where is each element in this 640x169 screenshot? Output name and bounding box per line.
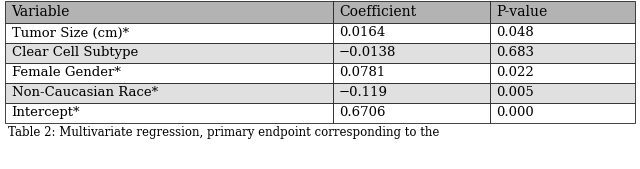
Bar [5, 63, 333, 83]
Bar [5, 23, 333, 43]
Bar [333, 63, 490, 83]
Text: −0.119: −0.119 [339, 87, 388, 100]
Text: 0.005: 0.005 [497, 87, 534, 100]
Text: 0.000: 0.000 [497, 106, 534, 119]
Bar [333, 1, 490, 23]
Text: 0.022: 0.022 [497, 66, 534, 79]
Bar [490, 23, 635, 43]
Text: 0.048: 0.048 [497, 27, 534, 40]
Bar [490, 83, 635, 103]
Text: 0.0781: 0.0781 [339, 66, 385, 79]
Text: −0.0138: −0.0138 [339, 46, 396, 59]
Text: P-value: P-value [497, 5, 548, 19]
Text: Table 2: Multivariate regression, primary endpoint corresponding to the: Table 2: Multivariate regression, primar… [8, 126, 440, 139]
Bar [490, 43, 635, 63]
Bar [333, 103, 490, 123]
Text: Coefficient: Coefficient [339, 5, 416, 19]
Text: Variable: Variable [12, 5, 70, 19]
Text: 0.683: 0.683 [497, 46, 534, 59]
Text: Female Gender*: Female Gender* [12, 66, 120, 79]
Bar [5, 43, 333, 63]
Text: 0.0164: 0.0164 [339, 27, 385, 40]
Text: 0.6706: 0.6706 [339, 106, 385, 119]
Bar [5, 83, 333, 103]
Bar [490, 103, 635, 123]
Text: Non-Caucasian Race*: Non-Caucasian Race* [12, 87, 157, 100]
Bar [5, 103, 333, 123]
Bar [490, 63, 635, 83]
Text: Clear Cell Subtype: Clear Cell Subtype [12, 46, 138, 59]
Bar [5, 1, 333, 23]
Bar [490, 1, 635, 23]
Text: Tumor Size (cm)*: Tumor Size (cm)* [12, 27, 129, 40]
Bar [333, 83, 490, 103]
Bar [333, 23, 490, 43]
Text: Intercept*: Intercept* [12, 106, 80, 119]
Bar [333, 43, 490, 63]
